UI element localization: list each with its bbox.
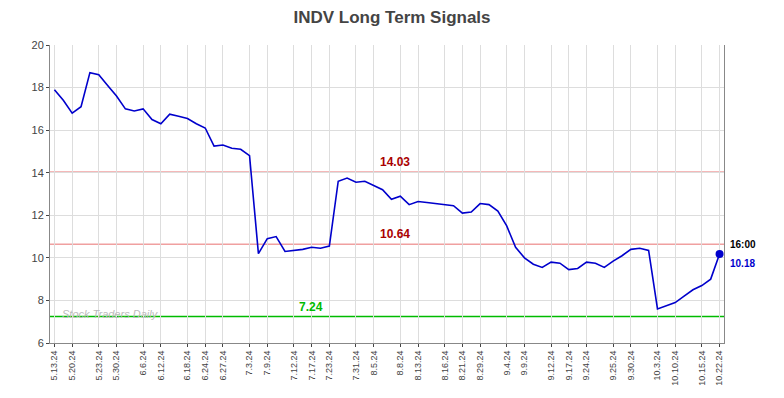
svg-text:6.6.24: 6.6.24 — [138, 351, 148, 376]
svg-text:20: 20 — [32, 39, 44, 51]
svg-text:7.9.24: 7.9.24 — [262, 351, 272, 376]
svg-text:9.24.24: 9.24.24 — [581, 351, 591, 381]
svg-text:7.31.24: 7.31.24 — [351, 351, 361, 381]
svg-text:10.10.24: 10.10.24 — [670, 351, 680, 386]
svg-text:7.24: 7.24 — [299, 300, 323, 314]
svg-text:16: 16 — [32, 124, 44, 136]
svg-text:7.23.24: 7.23.24 — [324, 351, 334, 381]
svg-text:6.24.24: 6.24.24 — [200, 351, 210, 381]
svg-text:8: 8 — [38, 294, 44, 306]
svg-text:INDV Long Term Signals: INDV Long Term Signals — [293, 8, 490, 27]
svg-text:7.12.24: 7.12.24 — [289, 351, 299, 381]
svg-text:8.29.24: 8.29.24 — [475, 351, 485, 381]
svg-text:9.25.24: 9.25.24 — [608, 351, 618, 381]
svg-text:5.30.24: 5.30.24 — [111, 351, 121, 381]
svg-text:6: 6 — [38, 337, 44, 349]
svg-text:8.16.24: 8.16.24 — [440, 351, 450, 381]
svg-text:5.13.24: 5.13.24 — [49, 351, 59, 381]
svg-text:Stock Traders Daily: Stock Traders Daily — [62, 308, 159, 320]
svg-text:10: 10 — [32, 252, 44, 264]
svg-text:18: 18 — [32, 81, 44, 93]
svg-text:8.8.24: 8.8.24 — [395, 351, 405, 376]
svg-text:14: 14 — [32, 167, 44, 179]
svg-text:9.17.24: 9.17.24 — [564, 351, 574, 381]
svg-text:10.15.24: 10.15.24 — [697, 351, 707, 386]
svg-text:10.64: 10.64 — [380, 227, 410, 241]
svg-text:9.30.24: 9.30.24 — [626, 351, 636, 381]
svg-text:10.22.24: 10.22.24 — [714, 351, 724, 386]
svg-text:9.9.24: 9.9.24 — [519, 351, 529, 376]
svg-text:6.18.24: 6.18.24 — [182, 351, 192, 381]
svg-text:7.17.24: 7.17.24 — [307, 351, 317, 381]
svg-text:9.4.24: 9.4.24 — [502, 351, 512, 376]
svg-text:10.18: 10.18 — [730, 258, 755, 269]
svg-text:7.3.24: 7.3.24 — [244, 351, 254, 376]
svg-text:5.23.24: 5.23.24 — [94, 351, 104, 381]
svg-text:8.21.24: 8.21.24 — [457, 351, 467, 381]
svg-text:12: 12 — [32, 209, 44, 221]
svg-text:16:00: 16:00 — [730, 239, 756, 250]
svg-text:5.20.24: 5.20.24 — [67, 351, 77, 381]
svg-text:10.3.24: 10.3.24 — [652, 351, 662, 381]
svg-text:9.12.24: 9.12.24 — [546, 351, 556, 381]
svg-text:8.13.24: 8.13.24 — [413, 351, 423, 381]
svg-text:6.12.24: 6.12.24 — [156, 351, 166, 381]
svg-text:8.5.24: 8.5.24 — [369, 351, 379, 376]
svg-text:14.03: 14.03 — [380, 155, 410, 169]
svg-text:6.27.24: 6.27.24 — [218, 351, 228, 381]
